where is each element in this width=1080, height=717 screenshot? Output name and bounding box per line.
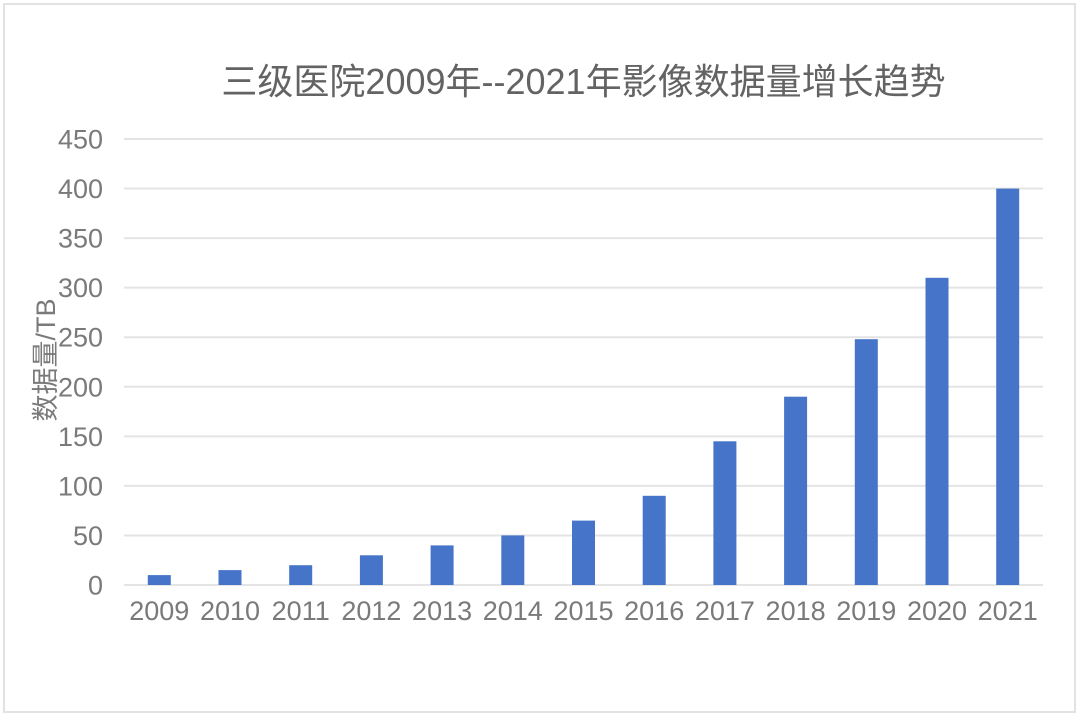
bar-2012 <box>359 555 383 585</box>
y-tick-label: 150 <box>58 422 103 452</box>
x-tick-label: 2017 <box>695 596 755 626</box>
x-tick-label: 2016 <box>624 596 684 626</box>
y-tick-label: 400 <box>58 174 103 204</box>
y-tick-label: 350 <box>58 224 103 254</box>
x-tick-label: 2013 <box>412 596 472 626</box>
bar-2021 <box>996 188 1020 585</box>
x-tick-label: 2020 <box>907 596 967 626</box>
bar-2017 <box>713 441 737 585</box>
x-tick-label: 2021 <box>978 596 1038 626</box>
x-tick-label: 2012 <box>341 596 401 626</box>
bar-2019 <box>854 339 878 585</box>
y-tick-label: 300 <box>58 273 103 303</box>
y-tick-label: 450 <box>58 125 103 155</box>
bar-2016 <box>642 495 666 585</box>
x-tick-label: 2010 <box>200 596 260 626</box>
y-tick-label: 200 <box>58 372 103 402</box>
bar-2020 <box>925 277 949 585</box>
bar-2010 <box>218 570 242 585</box>
x-tick-label: 2018 <box>766 596 826 626</box>
bar-2014 <box>501 535 525 585</box>
x-tick-label: 2009 <box>129 596 189 626</box>
x-tick-label: 2011 <box>272 596 330 626</box>
y-axis-title: 数据量/TB <box>31 298 61 421</box>
bar-2011 <box>289 565 313 585</box>
y-tick-label: 100 <box>58 471 103 501</box>
bar-2009 <box>147 575 171 585</box>
bar-2018 <box>784 396 808 585</box>
bar-2013 <box>430 545 454 585</box>
canvas-border <box>3 3 1076 713</box>
y-tick-label: 50 <box>73 521 103 551</box>
x-tick-label: 2015 <box>553 596 613 626</box>
y-tick-label: 250 <box>58 323 103 353</box>
chart-title: 三级医院2009年--2021年影像数据量增长趋势 <box>221 61 946 102</box>
x-tick-label: 2019 <box>836 596 896 626</box>
y-tick-label: 0 <box>88 571 103 601</box>
bar-2015 <box>572 520 595 585</box>
x-tick-label: 2014 <box>483 596 543 626</box>
